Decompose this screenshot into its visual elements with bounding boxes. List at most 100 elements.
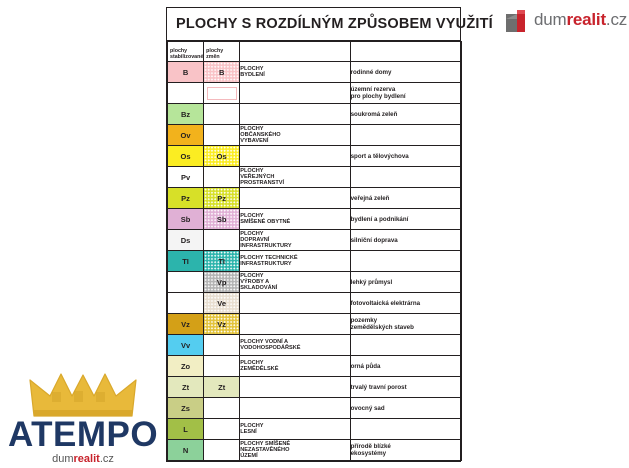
legend-description-label: územní rezerva pro plochy bydlení [349,82,463,104]
swatch-code: Ve [217,298,227,308]
wordmark-realit: realit [566,10,606,29]
legend-row: Vp PLOCHY VÝROBY A SKLADOVÁNÍ lehký průmys… [166,271,463,293]
legend-swatch-stabilized: Pv [166,166,205,188]
swatch-fill: TI [204,251,240,271]
legend-swatch-changes: TI [203,250,241,272]
wordmark-cz: .cz [605,10,628,29]
swatch-code: Os [216,151,227,161]
legend-swatch-changes [203,103,241,125]
legend-row: Ds PLOCHY DOPRAVNÍ INFRASTRUKTURY silniční… [166,229,463,251]
legend-row: Vv PLOCHY VODNÍ A VODOHOSPODÁŘSKÉ [166,334,463,356]
swatch-fill: L [168,419,204,439]
legend-row: N PLOCHY SMÍŠENÉ NEZASTAVĚNÉHO ÚZEMÍ příro… [166,439,463,461]
legend-description-label: ovocný sad [349,397,463,419]
reserve-area-box [206,86,237,100]
swatch-fill: Vz [168,314,204,334]
swatch-code: Vz [217,319,227,329]
swatch-fill: Zs [168,398,204,418]
legend-swatch-stabilized [166,82,205,104]
legend-row: Pz Pz veřejná zeleň [166,187,463,209]
legend-swatch-changes: B [203,61,241,83]
swatch-fill: TI [168,251,204,271]
legend-row: Zs ovocný sad [166,397,463,419]
legend-row: Ve fotovoltaická elektrárna [166,292,463,314]
legend-description-label [349,166,463,188]
header-plochy-zmen: plochy změn [203,41,241,62]
swatch-code: N [182,445,189,455]
legend-category-label [239,313,351,335]
legend-category-label [239,103,351,125]
swatch-code: Zs [181,403,190,413]
legend-panel: PLOCHY S ROZDÍLNÝM ZPŮSOBEM VYUŽITÍ ploc… [166,7,493,462]
header-plochy-stabilizovane: plochy stabilizované [166,41,205,62]
swatch-fill: Vz [204,314,240,334]
swatch-fill: Ov [168,125,204,145]
atempo-sub-dum: dum [52,453,74,465]
legend-description-label: přírodě blízké ekosystémy [349,439,463,461]
swatch-fill: Pz [168,188,204,208]
legend-title: PLOCHY S ROZDÍLNÝM ZPŮSOBEM VYUŽITÍ [167,8,493,41]
swatch-fill: B [168,62,204,82]
legend-category-label: PLOCHY BYDLENÍ [239,61,351,83]
swatch-fill: Vv [168,335,204,355]
legend-description-label: trvalý travní porost [349,376,463,398]
swatch-code: Zt [218,382,226,392]
legend-swatch-stabilized: TI [166,250,205,272]
dumrealit-wordmark: dumrealit.cz [534,10,627,30]
swatch-code: Ds [180,235,191,245]
swatch-fill: Zt [168,377,204,397]
legend-row: Zt Zt trvalý travní porost [166,376,463,398]
legend-swatch-stabilized: N [166,439,205,461]
legend-description-label: sport a tělovýchova [349,145,463,167]
swatch-code: TI [218,256,225,266]
legend-swatch-stabilized: Ov [166,124,205,146]
legend-swatch-stabilized: Bz [166,103,205,125]
swatch-fill: Ds [168,230,204,250]
legend-description-label [349,250,463,272]
legend-swatch-stabilized: L [166,418,205,440]
atempo-logo[interactable]: ATEMPO dumrealit.cz [8,372,159,465]
legend-swatch-changes: Sb [203,208,241,230]
legend-swatch-stabilized: Vv [166,334,205,356]
legend-description-label: fotovoltaická elektrárna [349,292,463,314]
legend-category-label [239,145,351,167]
swatch-code: Ov [180,130,191,140]
legend-row: Pv PLOCHY VEŘEJNÝCH PROSTRANSTVÍ [166,166,463,188]
legend-swatch-stabilized: B [166,61,205,83]
dumrealit-logo[interactable]: dumrealit.cz [506,8,627,32]
legend-swatch-stabilized [166,292,205,314]
header-category-blank [239,41,351,62]
legend-description-label: soukromá zeleň [349,103,463,125]
swatch-code: Os [180,151,191,161]
legend-category-label: PLOCHY VEŘEJNÝCH PROSTRANSTVÍ [239,166,351,188]
crown-icon [29,373,137,417]
atempo-wordmark: ATEMPO [8,415,159,454]
swatch-fill: Zo [168,356,204,376]
legend-category-label: PLOCHY LESNÍ [239,418,351,440]
legend-swatch-changes [203,397,241,419]
legend-swatch-changes: Ve [203,292,241,314]
swatch-code: Pz [217,193,227,203]
legend-header-row: plochy stabilizované plochy změn [166,41,463,62]
legend-category-label: PLOCHY VÝROBY A SKLADOVÁNÍ [239,271,351,293]
legend-swatch-changes: Vp [203,271,241,293]
legend-description-label: pozemky zemědělských staveb [349,313,463,335]
legend-swatch-changes [203,355,241,377]
legend-category-label [239,376,351,398]
legend-body: B B PLOCHY BYDLENÍ rodinné domy územní rezer… [166,61,463,461]
wordmark-dum: dum [534,10,567,29]
legend-swatch-changes: Vz [203,313,241,335]
swatch-code: Bz [180,109,191,119]
legend-row: Bz soukromá zeleň [166,103,463,125]
legend-category-label [239,82,351,104]
atempo-sublogo: dumrealit.cz [8,453,158,465]
legend-swatch-changes [203,124,241,146]
legend-category-label [239,397,351,419]
legend-swatch-changes: Os [203,145,241,167]
swatch-code: Sb [216,214,227,224]
legend-category-label: PLOCHY TECHNICKÉ INFRASTRUKTURY [239,250,351,272]
swatch-code: L [183,424,188,434]
swatch-code: TI [182,256,189,266]
legend-swatch-stabilized [166,271,205,293]
legend-swatch-changes [203,334,241,356]
